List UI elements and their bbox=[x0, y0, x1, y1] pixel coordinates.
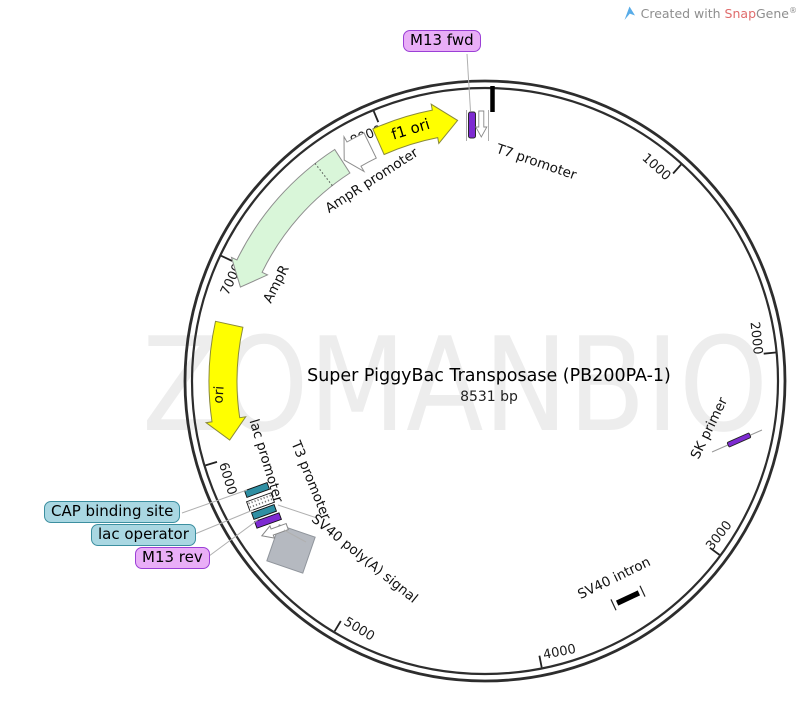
t7-promoter-label: T7 promoter bbox=[493, 141, 579, 184]
credit-brand-gene: Gene bbox=[756, 6, 789, 22]
m13-fwd-primer-marker bbox=[468, 111, 476, 139]
tick-4000 bbox=[538, 655, 543, 668]
sv40-polya-square bbox=[266, 524, 316, 574]
sv40-intron-cap-right bbox=[639, 585, 646, 597]
sk-primer-label: SK primer bbox=[688, 394, 732, 461]
tick-marks bbox=[205, 110, 776, 668]
tick-label-4000: 4000 bbox=[542, 642, 577, 663]
plasmid-backbone-inner-ring bbox=[190, 86, 780, 676]
lac-promoter-bar bbox=[245, 492, 276, 512]
ori-label: ori bbox=[210, 385, 227, 404]
m13-rev-callout-line bbox=[204, 518, 260, 560]
credit-brand-snap: Snap bbox=[724, 6, 756, 22]
tick-label-2000: 2000 bbox=[747, 321, 765, 355]
tick-3000 bbox=[709, 547, 721, 556]
lac-operator-marker bbox=[250, 504, 278, 520]
t7-promoter-marker bbox=[475, 110, 488, 138]
tick-7000 bbox=[220, 254, 233, 262]
plasmid-size: 8531 bp bbox=[460, 389, 518, 405]
lac-promoter-marker bbox=[245, 492, 276, 512]
sv40-intron-bar bbox=[615, 590, 641, 606]
plasmid-backbone-outer-ring bbox=[183, 79, 787, 683]
cap-binding-site-label: CAP binding site bbox=[44, 501, 181, 523]
callout-lines bbox=[181, 53, 471, 560]
sv40-intron-cap-left bbox=[610, 599, 617, 611]
cap-binding-site-marker bbox=[243, 482, 271, 498]
ampr-arrow bbox=[230, 148, 351, 288]
ori-arrow bbox=[204, 320, 247, 441]
ampr-promoter-arrow bbox=[343, 132, 377, 173]
tick-label-3000: 3000 bbox=[703, 518, 735, 553]
cluster-leader-line-1 bbox=[277, 504, 318, 519]
sk-primer-marker bbox=[726, 432, 752, 448]
snapgene-logo-icon bbox=[624, 6, 635, 21]
cap-binding-site-callout-line bbox=[181, 489, 248, 514]
lac-operator-bar bbox=[250, 504, 278, 520]
lac-operator-callout-line bbox=[189, 509, 254, 537]
m13-rev-bar bbox=[254, 512, 282, 529]
m13-rev-label: M13 rev bbox=[135, 547, 210, 569]
sv40-polya-marker bbox=[266, 524, 316, 574]
tick-label-1000: 1000 bbox=[639, 151, 674, 184]
m13-fwd-label: M13 fwd bbox=[403, 30, 481, 52]
cluster-leader-line-2 bbox=[283, 529, 307, 543]
ampr-label: AmpR bbox=[260, 263, 293, 306]
lac-operator-label: lac operator bbox=[91, 524, 196, 546]
sv40-intron-marker bbox=[610, 585, 646, 611]
sv40-intron-label: SV40 intron bbox=[575, 554, 653, 603]
tick-1000 bbox=[672, 163, 682, 175]
tick-2000 bbox=[763, 351, 776, 355]
snapgene-credit: Created with SnapGene® bbox=[623, 6, 797, 21]
tick-8000 bbox=[372, 110, 380, 123]
tick-label-6000: 6000 bbox=[215, 461, 239, 497]
sk-primer-bar bbox=[726, 432, 752, 448]
watermark: ZOMANBIO bbox=[142, 309, 769, 461]
tick-6000 bbox=[205, 461, 218, 467]
title-block: Super PiggyBac Transposase (PB200PA-1) 8… bbox=[307, 366, 671, 405]
m13-rev-marker bbox=[254, 512, 282, 529]
tick-5000 bbox=[333, 620, 342, 632]
plasmid-title: Super PiggyBac Transposase (PB200PA-1) bbox=[307, 366, 671, 386]
sv40-polya-label: SV40 poly(A) signal bbox=[308, 511, 421, 606]
credit-registered-mark: ® bbox=[789, 6, 797, 15]
ampr-signal-boundary-dotted-line bbox=[314, 163, 333, 186]
credit-text: Created with SnapGene® bbox=[640, 6, 797, 22]
cap-binding-site-bar bbox=[243, 482, 271, 498]
f1-ori-arrow bbox=[372, 103, 459, 156]
m13-fwd-callout-line bbox=[466, 53, 471, 112]
